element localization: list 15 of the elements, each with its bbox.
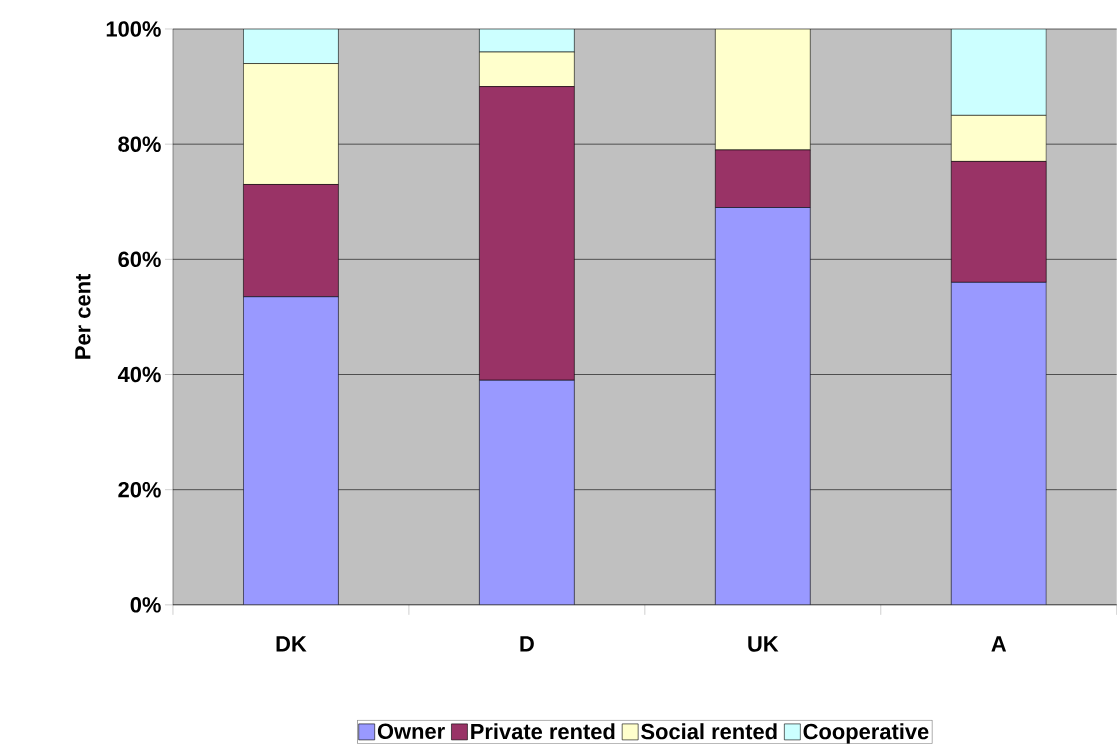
y-tick-label: 20% xyxy=(118,482,161,498)
x-tick-label: DK xyxy=(276,636,307,652)
y-tick-label: 0% xyxy=(130,597,161,613)
x-tick-label: D xyxy=(520,636,534,652)
x-tick-label: UK xyxy=(748,636,779,652)
legend-label: Private rented xyxy=(471,723,615,740)
x-tick-label: A xyxy=(991,636,1007,652)
legend-label: Social rented xyxy=(641,723,777,740)
y-tick-label: 80% xyxy=(118,136,161,153)
legend-label: Cooperative xyxy=(803,723,929,744)
y-axis-title: Per cent xyxy=(75,274,91,359)
y-tick-label: 60% xyxy=(118,251,161,268)
y-tick-label: 100% xyxy=(106,21,161,37)
y-tick-label: 40% xyxy=(117,366,161,383)
legend-label: Owner xyxy=(377,723,445,740)
